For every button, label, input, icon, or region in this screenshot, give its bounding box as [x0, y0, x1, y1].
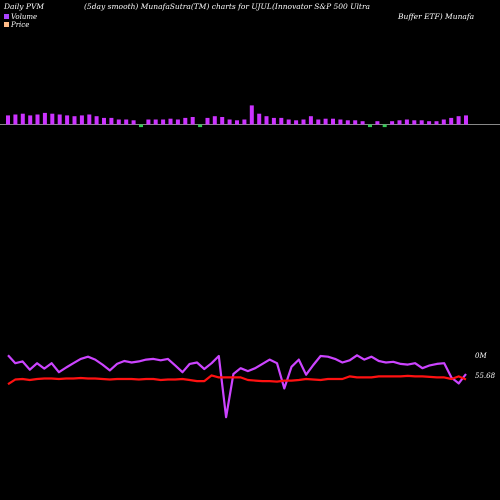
volume-bar [249, 105, 254, 125]
volume-bar [102, 117, 106, 125]
chart-title-right-2: Buffer ETF) Munafa [397, 12, 474, 21]
volume-bar [168, 118, 173, 125]
volume-bar [153, 119, 158, 125]
volume-bar [301, 119, 306, 125]
volume-bar [338, 119, 343, 125]
volume-bar [161, 119, 166, 125]
volume-bar [456, 116, 461, 125]
volume-bar [87, 114, 92, 125]
volume-bar [404, 119, 409, 125]
volume-bar [50, 113, 55, 125]
volume-bar [360, 121, 365, 125]
legend-price-label: Price [10, 21, 29, 29]
volume-bar [146, 119, 151, 125]
volume-bar [116, 119, 121, 125]
volume-bar [412, 120, 417, 125]
volume-bar [286, 119, 291, 125]
volume-bar [65, 115, 70, 125]
volume-bar [271, 117, 276, 125]
volume-line [7, 354, 467, 419]
volume-bar [205, 117, 210, 125]
volume-bar [183, 117, 188, 125]
volume-bar [345, 120, 350, 125]
volume-bar [42, 112, 47, 125]
volume-bar [220, 117, 225, 125]
volume-bar [212, 116, 217, 125]
volume-bar [419, 120, 424, 125]
legend-volume-label: Volume [11, 13, 37, 21]
volume-value-label: 0M [475, 352, 487, 360]
volume-bar [257, 113, 262, 125]
volume-bar [397, 120, 402, 125]
volume-bar [109, 117, 114, 125]
volume-bar [28, 115, 33, 125]
chart-title-right-1: (Innovator S&P 500 Ultra [272, 2, 370, 11]
volume-bar [175, 119, 180, 125]
volume-bar [353, 120, 358, 125]
volume-bar [464, 115, 468, 125]
volume-bar [375, 121, 380, 125]
volume-bar [331, 118, 335, 125]
volume-bar [434, 121, 439, 125]
volume-bar [308, 116, 313, 125]
chart-title-left: Daily PVM [3, 2, 44, 11]
legend-volume-swatch [4, 14, 9, 19]
volume-bar [368, 124, 372, 128]
volume-bar [294, 120, 299, 125]
volume-bar [6, 115, 10, 125]
volume-bar [264, 116, 269, 125]
volume-bar [131, 120, 136, 125]
volume-bar [427, 121, 432, 125]
volume-bars [6, 105, 468, 128]
volume-bar [124, 119, 129, 125]
volume-bar [316, 119, 321, 125]
volume-bar [323, 118, 328, 125]
volume-bar [139, 124, 143, 128]
volume-bar [35, 114, 40, 125]
price-line [7, 374, 467, 386]
volume-bar [72, 116, 77, 125]
volume-bar [227, 119, 232, 125]
volume-bar [94, 116, 99, 125]
volume-bar [279, 117, 284, 125]
volume-bar [390, 121, 395, 125]
volume-bar [382, 124, 387, 128]
volume-bar [449, 117, 454, 125]
volume-bar [441, 119, 446, 125]
volume-bar [242, 119, 247, 125]
volume-bar [79, 115, 84, 125]
volume-bar [57, 114, 62, 125]
volume-bar [20, 113, 25, 125]
chart-title-mid: (5day smooth) MunafaSutra(TM) charts for… [84, 2, 272, 11]
series-lines [7, 354, 467, 419]
volume-bar [235, 120, 239, 125]
volume-bar [198, 124, 203, 128]
legend-price-swatch [4, 22, 9, 27]
price-value-label: 55.68 [475, 372, 496, 380]
volume-bar [13, 114, 18, 125]
volume-bar [190, 117, 195, 125]
